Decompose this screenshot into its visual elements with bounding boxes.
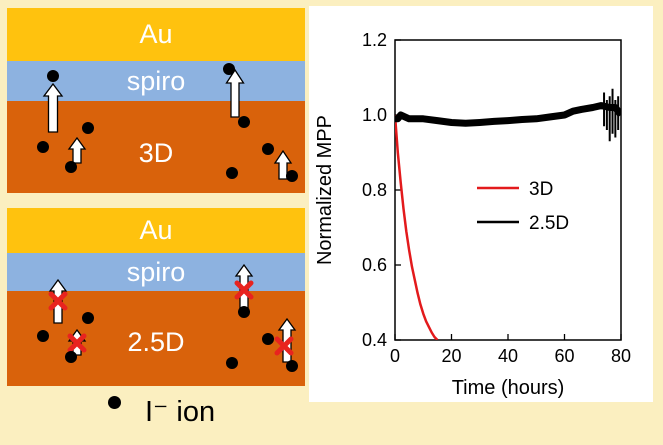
spiro-label: spiro xyxy=(126,256,186,287)
x-tick-label: 20 xyxy=(441,346,461,366)
ion-migration-overlay xyxy=(37,63,298,372)
ion xyxy=(223,63,235,75)
y-tick-label: 1.0 xyxy=(362,105,387,125)
au-label: Au xyxy=(139,215,173,245)
series-line-3D xyxy=(395,114,439,340)
x-tick-label: 0 xyxy=(390,346,400,366)
ion-dot-icon xyxy=(108,396,121,409)
arrow-up-icon xyxy=(42,82,64,133)
spiro-label: spiro xyxy=(126,65,186,96)
legend-label: 3D xyxy=(529,179,553,200)
ion xyxy=(65,161,77,173)
ion xyxy=(82,122,94,134)
ion xyxy=(286,170,298,182)
ion xyxy=(65,351,77,363)
ion xyxy=(82,312,94,324)
ion xyxy=(226,167,238,179)
ion xyxy=(286,360,298,372)
au-layer: Au xyxy=(7,208,305,253)
blocked-x-icon xyxy=(67,333,87,353)
ion xyxy=(47,70,59,82)
ion xyxy=(37,330,49,342)
panel-3d: Au spiro 3D xyxy=(7,8,305,193)
arrow-up-icon xyxy=(225,68,245,118)
ion xyxy=(262,143,274,155)
x-tick-label: 60 xyxy=(554,346,574,366)
perovskite-label: 3D xyxy=(138,137,174,168)
y-tick-label: 1.2 xyxy=(362,30,387,50)
arrow-up-icon xyxy=(67,136,87,164)
ion-legend-label: I⁻ ion xyxy=(145,396,216,428)
ion xyxy=(226,357,238,369)
ion xyxy=(262,333,274,345)
x-tick-label: 40 xyxy=(498,346,518,366)
legend-label: 2.5D xyxy=(529,213,569,234)
mpp-chart-svg: 0 20 40 60 800.40.60.81.01.2 Normalized MPP … xyxy=(314,30,631,399)
y-tick-label: 0.8 xyxy=(362,180,387,200)
x-tick-label: 80 xyxy=(611,346,631,366)
blocked-x-icon xyxy=(234,280,254,300)
blocked-x-icon xyxy=(274,336,294,356)
ion xyxy=(238,306,250,318)
x-axis-label: Time (hours) xyxy=(452,377,565,399)
series-noise xyxy=(603,88,620,142)
mpp-chart: 0 20 40 60 80 0.4 0.6 0.8 1.0 1.2 Normalized MPP … xyxy=(309,6,653,402)
y-axis-label: Normalized MPP xyxy=(314,115,336,265)
series-line-2.5D xyxy=(395,102,621,127)
au-label: Au xyxy=(139,19,173,49)
y-tick-label: 0.4 xyxy=(362,330,387,350)
ion xyxy=(37,141,49,153)
ion xyxy=(238,116,250,128)
au-layer: Au xyxy=(7,8,305,61)
blocked-x-icon xyxy=(48,291,68,311)
plot-frame xyxy=(394,39,622,341)
perovskite-label: 2.5D xyxy=(127,327,185,357)
chart-legend: 3D 2.5D xyxy=(477,179,569,234)
y-tick-label: 0.6 xyxy=(362,255,387,275)
